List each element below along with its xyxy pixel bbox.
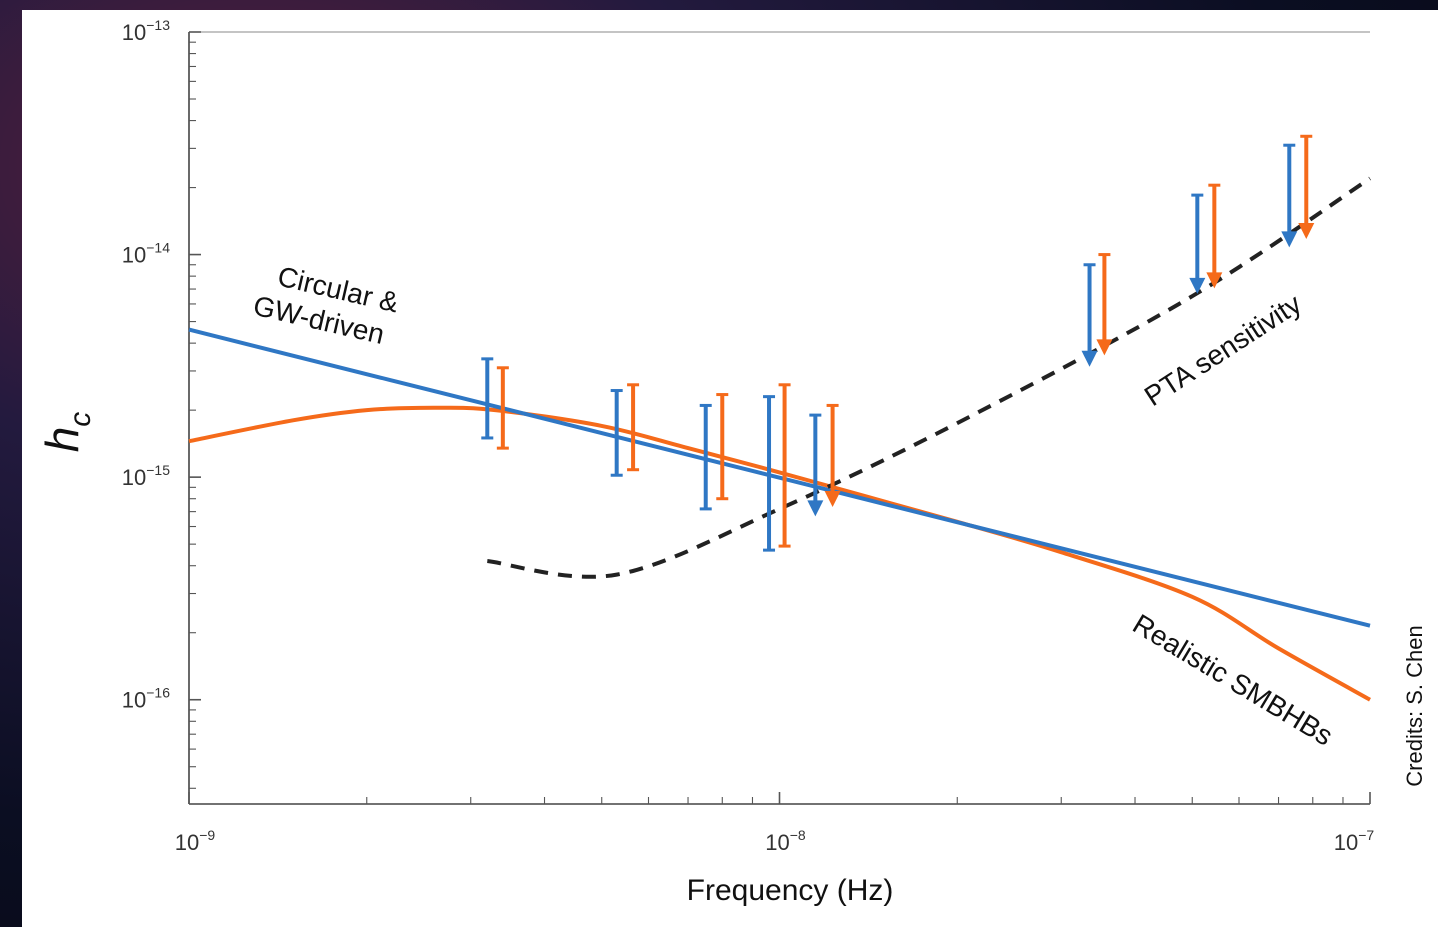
y-tick-label-exponent: −16 xyxy=(146,685,170,701)
x-axis-label: Frequency (Hz) xyxy=(687,874,894,907)
y-tick-label-exponent: −14 xyxy=(146,240,170,256)
upper-limit-orange xyxy=(1298,134,1315,239)
y-tick-label-exponent: −13 xyxy=(146,17,170,33)
x-tick-label-base: 10 xyxy=(765,830,789,855)
upper-limit-arrowhead xyxy=(1281,231,1298,248)
upper-limit-orange xyxy=(1206,183,1223,289)
error-bar-blue xyxy=(481,357,494,440)
error-bar-blue xyxy=(763,395,776,552)
y-tick-label: 10−15 xyxy=(122,462,170,490)
series-layer xyxy=(188,176,1372,702)
series-line-circular-gw-driven xyxy=(188,327,1371,628)
x-tick-label-base: 10 xyxy=(175,830,199,855)
x-tick-label: 10−8 xyxy=(765,827,806,855)
y-tick-label: 10−13 xyxy=(122,17,170,45)
annotation-pta-sensitivity: PTA sensitivity xyxy=(1139,288,1307,412)
x-tick-label: 10−9 xyxy=(175,827,216,855)
upper-limit-blue xyxy=(1281,143,1298,248)
upper-limit-arrowhead xyxy=(1189,277,1206,294)
credit-text: Credits: S. Chen xyxy=(1402,625,1427,786)
error-bar-orange xyxy=(778,383,791,548)
figure-panel xyxy=(22,10,1438,927)
y-tick-label-base: 10 xyxy=(122,465,146,490)
upper-limit-blue xyxy=(1189,193,1206,294)
x-tick-label-exponent: −9 xyxy=(199,827,215,843)
y-tick-label-base: 10 xyxy=(122,688,146,713)
upper-limit-arrowhead xyxy=(807,500,824,517)
svg-text:hc: hc xyxy=(36,412,97,453)
error-bar-blue xyxy=(699,403,712,511)
annotation-circular: Circular & GW-driven xyxy=(250,261,401,350)
error-bar-orange xyxy=(627,383,640,472)
upper-limit-blue xyxy=(1081,263,1098,367)
y-tick-label: 10−16 xyxy=(122,685,170,713)
x-tick-label-base: 10 xyxy=(1334,830,1358,855)
upper-limit-orange xyxy=(824,403,841,507)
plot-axes xyxy=(188,31,1370,805)
upper-limit-orange xyxy=(1096,253,1113,356)
error-bar-orange xyxy=(496,366,509,450)
upper-limit-arrowhead xyxy=(1096,339,1113,356)
x-tick-label: 10−7 xyxy=(1334,827,1375,855)
annotation-realistic-smbhbs: Realistic SMBHBs xyxy=(1128,608,1339,752)
upper-limit-arrowhead xyxy=(1206,272,1223,289)
axis-ticks xyxy=(188,31,1371,804)
y-tick-label: 10−14 xyxy=(122,240,170,268)
y-tick-label-exponent: −15 xyxy=(146,462,170,478)
error-bars-layer xyxy=(481,134,1315,552)
error-bar-blue xyxy=(610,389,623,477)
x-tick-label-exponent: −7 xyxy=(1358,827,1374,843)
upper-limit-arrowhead xyxy=(1081,350,1098,367)
y-axis-label: hc xyxy=(36,412,97,453)
upper-limit-arrowhead xyxy=(1298,222,1315,239)
y-axis-label-text: h xyxy=(36,427,88,453)
series-line-realistic-smbhbs xyxy=(188,405,1371,702)
upper-limit-arrowhead xyxy=(824,490,841,507)
error-bar-orange xyxy=(716,393,729,501)
x-tick-label-exponent: −8 xyxy=(790,827,806,843)
y-tick-label-base: 10 xyxy=(122,243,146,268)
upper-limit-blue xyxy=(807,413,824,517)
y-tick-label-base: 10 xyxy=(122,20,146,45)
series-line-pta-sensitivity xyxy=(487,176,1372,579)
